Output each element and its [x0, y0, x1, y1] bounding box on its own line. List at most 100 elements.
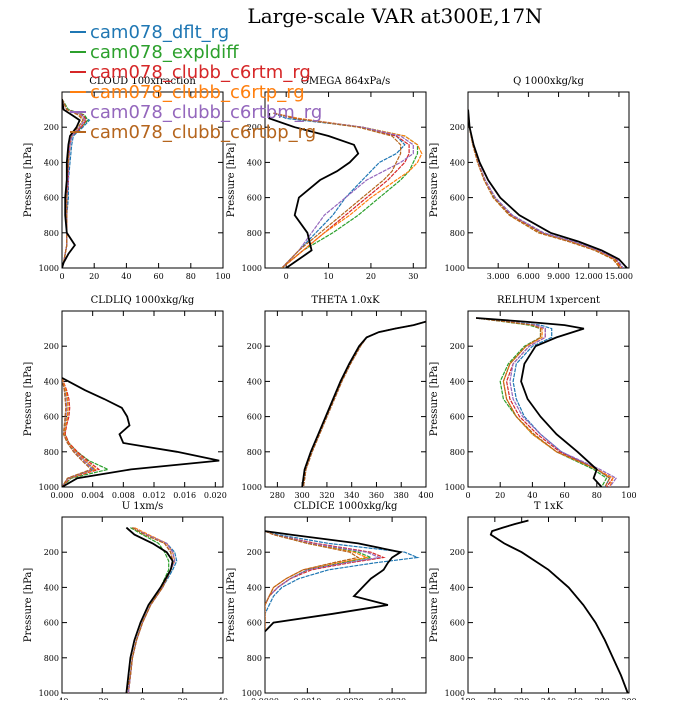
x-tick-label: 10	[323, 272, 333, 281]
series-line-cam078_clubb_c6rtm_rg	[265, 530, 386, 632]
y-tick-label: 200	[450, 123, 465, 132]
series-line-black	[125, 526, 174, 693]
plot-frame	[61, 516, 224, 694]
x-tick-label: 360	[369, 491, 384, 500]
x-tick-label: 60	[154, 272, 164, 281]
y-tick-label: 200	[450, 548, 465, 557]
plot-frame	[467, 310, 630, 488]
x-tick-label: 30	[408, 272, 418, 281]
x-tick-label: 100	[621, 491, 636, 500]
series-line-black	[468, 109, 628, 268]
y-tick-label: 400	[247, 158, 262, 167]
y-tick-label: 600	[247, 413, 262, 422]
x-tick-label: 0	[59, 272, 64, 281]
plot-frame	[264, 516, 427, 694]
series-line-cam078_clubb_c6rtbp_rg	[62, 377, 93, 487]
y-tick-label: 600	[450, 413, 465, 422]
y-tick-label: 400	[247, 377, 262, 386]
series-line-black	[301, 320, 426, 487]
x-tick-label: 0.000	[51, 491, 74, 500]
y-tick-label: 1000	[39, 483, 59, 492]
series-line-cam078_clubb_c6rtbp_rg	[125, 527, 174, 693]
series-line-cam078_clubb_c6rtbm_rg	[265, 530, 382, 632]
x-tick-label: 280	[270, 491, 285, 500]
x-tick-label: 100	[215, 272, 230, 281]
y-tick-label: 400	[450, 158, 465, 167]
series-group	[489, 519, 629, 693]
y-tick-label: 800	[44, 229, 59, 238]
plot-frame	[61, 91, 224, 269]
y-axis-label: Pressure [hPa]	[429, 143, 440, 218]
y-tick-label: 1000	[242, 483, 262, 492]
x-tick-label: 3.000	[487, 272, 510, 281]
y-tick-label: 1000	[39, 264, 59, 273]
plot-frame	[61, 310, 224, 488]
x-tick-label: 0	[465, 491, 470, 500]
series-line-cam078_clubb_c6rtm_rg	[468, 109, 623, 268]
series-line-cam078_dflt_rg	[476, 317, 611, 487]
series-line-cam078_dflt_rg	[127, 527, 178, 693]
y-axis-label: Pressure [hPa]	[23, 143, 34, 218]
y-tick-label: 1000	[445, 264, 465, 273]
series-line-cam078_clubb_c6rtbm_rg	[468, 109, 624, 268]
panel-4: CLDLIQ 1000xkg/kg Pressure [hPa] 200 400 600…	[23, 295, 227, 500]
panel-5: THETA 1.0xK 200 400 600 800 1000 280 300 320 340 3…	[242, 295, 434, 500]
y-tick-label: 400	[450, 377, 465, 386]
y-tick-label: 1000	[445, 689, 465, 698]
x-tick-label: 6.000	[517, 272, 540, 281]
series-line-cam078_dflt_rg	[302, 321, 426, 487]
y-axis-label: Pressure [hPa]	[226, 568, 237, 643]
series-line-cam078_clubb_c6rtbp_rg	[273, 112, 402, 268]
plot-frame	[467, 516, 630, 694]
series-line-black	[476, 317, 603, 487]
series-line-cam078_expldiff	[468, 109, 623, 268]
panel-3: Q 1000xkg/kg Pressure [hPa] 200 400 600 800 10…	[429, 76, 633, 281]
x-tick-label: 300	[295, 491, 310, 500]
y-axis-label: Pressure [hPa]	[429, 568, 440, 643]
y-tick-label: 600	[44, 619, 59, 628]
y-tick-label: 200	[247, 342, 262, 351]
panel-title: OMEGA 864xPa/s	[301, 76, 391, 87]
x-tick-label: 9.000	[547, 272, 570, 281]
y-tick-label: 1000	[242, 264, 262, 273]
legend-label: cam078_clubb_c6rtbp_rg	[90, 122, 316, 143]
series-line-black	[489, 519, 629, 693]
series-line-cam078_clubb_c6rtm_rg	[302, 321, 426, 487]
y-tick-label: 400	[44, 583, 59, 592]
series-group	[468, 109, 628, 268]
series-line-cam078_clubb_c6rtp_rg	[468, 109, 622, 268]
y-tick-label: 800	[44, 654, 59, 663]
legend: cam078_dflt_rgcam078_expldiffcam078_club…	[70, 22, 322, 143]
y-tick-label: 600	[450, 619, 465, 628]
x-tick-label: 40	[527, 491, 537, 500]
y-tick-label: 800	[44, 448, 59, 457]
y-axis-label: Pressure [hPa]	[23, 362, 34, 437]
y-tick-label: 200	[450, 342, 465, 351]
legend-label: cam078_expldiff	[90, 42, 239, 63]
series-line-cam078_clubb_c6rtbp_rg	[468, 109, 621, 268]
series-group	[125, 526, 178, 693]
series-line-cam078_clubb_c6rtbm_rg	[302, 321, 426, 487]
y-tick-label: 800	[450, 654, 465, 663]
y-tick-label: 600	[44, 413, 59, 422]
panel-title: CLDICE 1000xkg/kg	[294, 501, 398, 512]
series-line-cam078_expldiff	[62, 377, 110, 487]
series-line-black	[268, 113, 360, 268]
y-tick-label: 400	[247, 583, 262, 592]
x-tick-label: 0.012	[143, 491, 166, 500]
y-tick-label: 200	[44, 342, 59, 351]
panel-8: CLDICE 1000xkg/kg Pressure [hPa] 200 400 600…	[226, 501, 427, 705]
y-tick-label: 800	[247, 229, 262, 238]
panel-title: CLDLIQ 1000xkg/kg	[91, 295, 195, 306]
legend-label: cam078_clubb_c6rtp_rg	[90, 82, 305, 103]
x-tick-label: 0.008	[112, 491, 135, 500]
y-tick-label: 600	[44, 194, 59, 203]
series-line-cam078_clubb_c6rtbp_rg	[265, 530, 360, 632]
y-tick-label: 800	[247, 654, 262, 663]
x-tick-label: 380	[394, 491, 409, 500]
series-line-cam078_clubb_c6rtbm_rg	[476, 317, 617, 487]
